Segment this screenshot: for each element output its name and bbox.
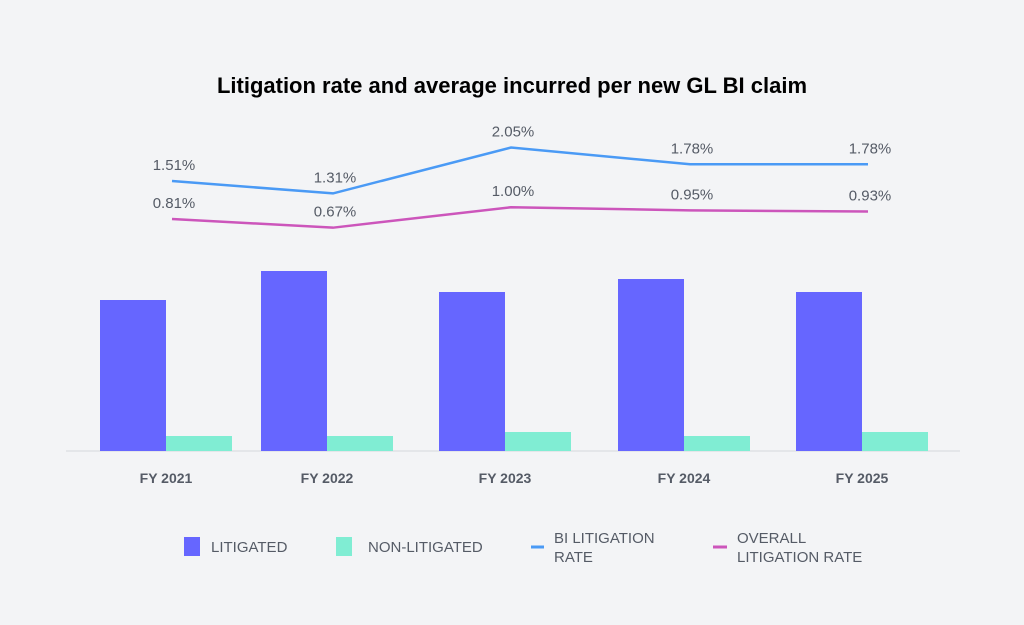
- legend-label: OVERALL: [737, 530, 806, 547]
- legend-item-non-litigated[interactable]: NON-LITIGATED: [336, 537, 483, 556]
- data-label: 1.78%: [849, 140, 892, 157]
- data-label: 1.31%: [314, 169, 357, 186]
- legend-label: NON-LITIGATED: [368, 539, 483, 556]
- lines: 1.51% 1.31% 2.05% 1.78% 1.78% 0.81% 0.67% 1.00%…: [153, 124, 892, 229]
- legend-item-bi-litigation-rate[interactable]: BI LITIGATION RATE: [531, 530, 655, 566]
- bar-non-litigated: [505, 432, 571, 451]
- data-label: 1.51%: [153, 157, 196, 174]
- bar-non-litigated: [166, 436, 232, 451]
- data-label: 2.05%: [492, 124, 535, 141]
- chart-title: Litigation rate and average incurred per…: [217, 73, 807, 98]
- data-label: 1.78%: [671, 140, 714, 157]
- bar-litigated: [261, 271, 327, 451]
- x-tick-label: FY 2021: [140, 470, 193, 486]
- data-label: 0.95%: [671, 186, 714, 203]
- x-tick-label: FY 2022: [301, 470, 354, 486]
- legend-label: BI LITIGATION: [554, 530, 655, 547]
- legend-label: RATE: [554, 549, 593, 566]
- data-label: 1.00%: [492, 183, 535, 200]
- bar-non-litigated: [862, 432, 928, 451]
- bar-non-litigated: [684, 436, 750, 451]
- bar-litigated: [439, 292, 505, 451]
- legend-label: LITIGATION RATE: [737, 549, 862, 566]
- data-label: 0.93%: [849, 188, 892, 205]
- x-tick-label: FY 2024: [658, 470, 711, 486]
- legend-swatch-non-litigated: [336, 537, 352, 556]
- legend-item-litigated[interactable]: LITIGATED: [184, 537, 288, 556]
- bars: [100, 271, 928, 451]
- x-tick-label: FY 2025: [836, 470, 889, 486]
- x-tick-labels: FY 2021 FY 2022 FY 2023 FY 2024 FY 2025: [140, 470, 889, 486]
- bar-litigated: [796, 292, 862, 451]
- legend: LITIGATED NON-LITIGATED BI LITIGATION RA…: [184, 530, 862, 566]
- bi-litigation-rate-line: [171, 146, 868, 195]
- bar-non-litigated: [327, 436, 393, 451]
- data-label: 0.67%: [314, 204, 357, 221]
- legend-item-overall-litigation-rate[interactable]: OVERALL LITIGATION RATE: [713, 530, 862, 566]
- legend-swatch-litigated: [184, 537, 200, 556]
- bar-litigated: [100, 300, 166, 451]
- x-tick-label: FY 2023: [479, 470, 532, 486]
- bar-litigated: [618, 279, 684, 451]
- legend-label: LITIGATED: [211, 539, 288, 556]
- data-label: 0.81%: [153, 195, 196, 212]
- overall-litigation-rate-line: [171, 205, 869, 229]
